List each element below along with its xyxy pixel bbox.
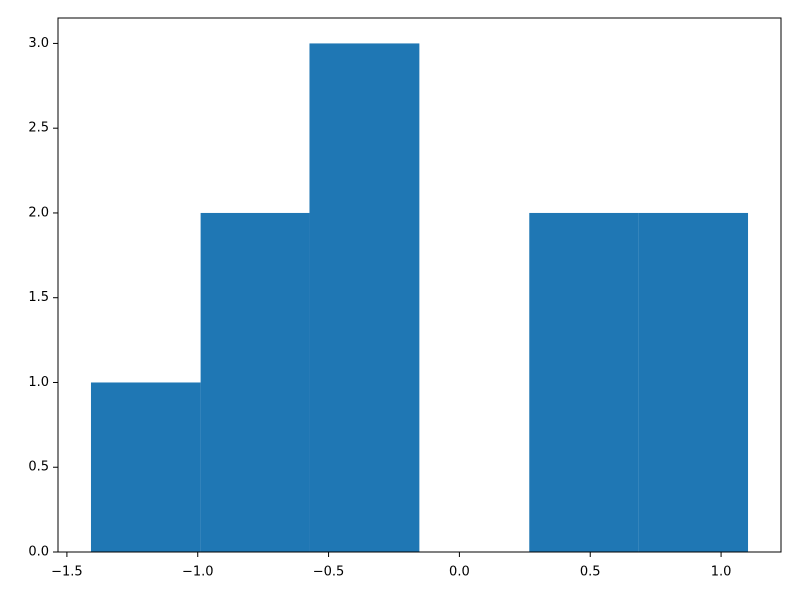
x-tick-label: 0.5	[580, 565, 601, 580]
y-tick-label: 0.5	[28, 460, 49, 475]
bar	[309, 43, 420, 553]
bar	[90, 382, 201, 552]
x-tick-label: 1.0	[711, 565, 732, 580]
y-tick-label: 0.0	[28, 545, 49, 560]
x-tick-label: −0.5	[313, 565, 345, 580]
bar	[529, 212, 639, 552]
y-tick-label: 2.5	[28, 121, 49, 136]
x-tick-label: −1.0	[182, 565, 214, 580]
y-tick-label: 3.0	[28, 36, 49, 51]
plot-frame	[57, 17, 782, 553]
y-tick-label: 1.0	[28, 375, 49, 390]
x-tick-label: −1.5	[51, 565, 83, 580]
x-tick-label: 0.0	[449, 565, 470, 580]
bar	[200, 212, 310, 552]
bar	[638, 212, 749, 552]
y-tick-label: 2.0	[28, 205, 49, 220]
y-tick-label: 1.5	[28, 290, 49, 305]
